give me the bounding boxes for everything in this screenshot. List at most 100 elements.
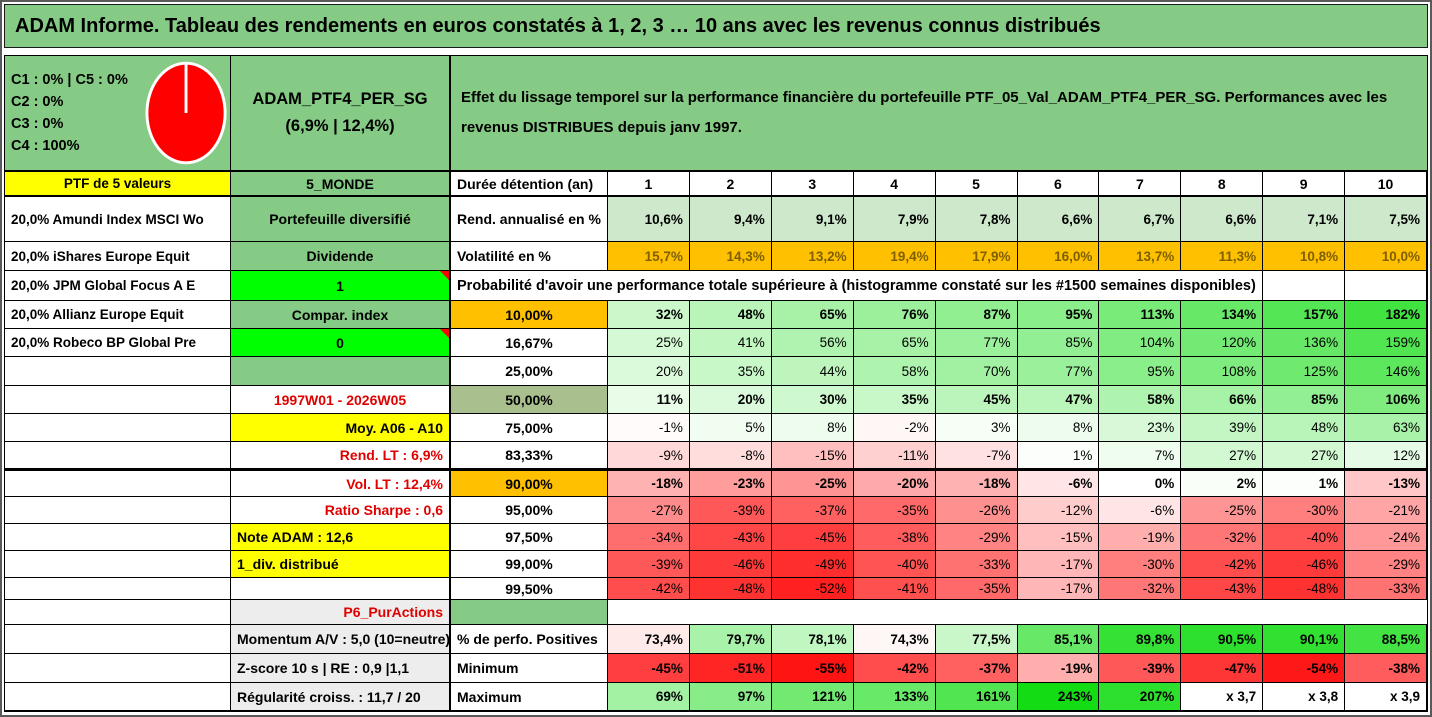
col-b-cell[interactable]: P6_PurActions: [231, 600, 451, 625]
duration-col-header[interactable]: 10: [1345, 172, 1427, 197]
data-cell[interactable]: 6,7%: [1099, 197, 1182, 242]
data-cell[interactable]: 48%: [689, 301, 772, 329]
data-cell[interactable]: -52%: [771, 578, 854, 600]
description-cell[interactable]: Effet du lissage temporel sur la perform…: [451, 56, 1427, 172]
data-cell[interactable]: 6,6%: [1181, 197, 1264, 242]
col-b-cell[interactable]: 0: [231, 329, 451, 357]
data-cell[interactable]: 5%: [689, 414, 772, 442]
data-cell[interactable]: 207%: [1099, 683, 1182, 711]
probability-header-cell[interactable]: Probabilité d'avoir une performance tota…: [451, 271, 1264, 301]
data-cell[interactable]: 136%: [1263, 329, 1346, 357]
data-cell[interactable]: -19%: [1099, 524, 1182, 551]
data-cell[interactable]: 23%: [1099, 414, 1182, 442]
row-header-cell[interactable]: 25,00%: [451, 357, 608, 386]
data-cell[interactable]: 7,1%: [1263, 197, 1346, 242]
portfolio-header-cell[interactable]: ADAM_PTF4_PER_SG (6,9% | 12,4%): [231, 56, 451, 172]
data-cell[interactable]: 66%: [1181, 386, 1264, 414]
data-cell[interactable]: 89,8%: [1099, 625, 1182, 654]
data-cell[interactable]: -49%: [771, 551, 854, 578]
data-cell[interactable]: -13%: [1345, 469, 1427, 497]
data-cell[interactable]: 85%: [1017, 329, 1100, 357]
data-cell[interactable]: 47%: [1017, 386, 1100, 414]
data-cell[interactable]: 133%: [853, 683, 936, 711]
data-cell[interactable]: 0%: [1099, 469, 1182, 497]
data-cell[interactable]: 159%: [1345, 329, 1427, 357]
data-cell[interactable]: 7,9%: [853, 197, 936, 242]
data-cell[interactable]: 104%: [1099, 329, 1182, 357]
duration-col-header[interactable]: 9: [1263, 172, 1346, 197]
data-cell[interactable]: 41%: [689, 329, 772, 357]
col-a-cell[interactable]: [5, 469, 231, 497]
data-cell[interactable]: -17%: [1017, 578, 1100, 600]
data-cell[interactable]: 27%: [1263, 442, 1346, 469]
data-cell[interactable]: 13,2%: [771, 242, 854, 271]
data-cell[interactable]: 87%: [935, 301, 1018, 329]
col-b-cell[interactable]: Rend. LT : 6,9%: [231, 442, 451, 469]
data-cell[interactable]: 63%: [1345, 414, 1427, 442]
row-header-cell[interactable]: 50,00%: [451, 386, 608, 414]
data-cell[interactable]: 243%: [1017, 683, 1100, 711]
col-a-cell[interactable]: [5, 442, 231, 469]
row-header-cell[interactable]: 75,00%: [451, 414, 608, 442]
data-cell[interactable]: 74,3%: [853, 625, 936, 654]
data-cell[interactable]: -47%: [1181, 654, 1264, 683]
row-header-cell[interactable]: Volatilité en %: [451, 242, 608, 271]
col-b-cell[interactable]: Z-score 10 s | RE : 0,9 |1,1: [231, 654, 451, 683]
duration-col-header[interactable]: 4: [853, 172, 936, 197]
duration-col-header[interactable]: 7: [1099, 172, 1182, 197]
col-b-cell[interactable]: Ratio Sharpe : 0,6: [231, 497, 451, 524]
data-cell[interactable]: 95%: [1017, 301, 1100, 329]
data-cell[interactable]: -40%: [853, 551, 936, 578]
data-cell[interactable]: 134%: [1181, 301, 1264, 329]
data-cell[interactable]: 77%: [1017, 357, 1100, 386]
data-cell[interactable]: -40%: [1263, 524, 1346, 551]
data-cell[interactable]: -23%: [689, 469, 772, 497]
data-cell[interactable]: 35%: [689, 357, 772, 386]
data-cell[interactable]: 73,4%: [608, 625, 690, 654]
row-header-cell[interactable]: Maximum: [451, 683, 608, 711]
data-cell[interactable]: x 3,7: [1181, 683, 1264, 711]
data-cell[interactable]: 157%: [1263, 301, 1346, 329]
data-cell[interactable]: -35%: [935, 578, 1018, 600]
data-cell[interactable]: -29%: [935, 524, 1018, 551]
data-cell[interactable]: 90,1%: [1263, 625, 1346, 654]
data-cell[interactable]: 13,7%: [1099, 242, 1182, 271]
col-b-cell[interactable]: Vol. LT : 12,4%: [231, 469, 451, 497]
data-cell[interactable]: 44%: [771, 357, 854, 386]
data-cell[interactable]: -25%: [771, 469, 854, 497]
col-a-cell[interactable]: [5, 357, 231, 386]
data-cell[interactable]: 78,1%: [771, 625, 854, 654]
row-header-cell[interactable]: Durée détention (an): [451, 172, 608, 197]
col-b-cell[interactable]: 1: [231, 271, 451, 301]
data-cell[interactable]: [1345, 271, 1427, 301]
col-b-cell[interactable]: Dividende: [231, 242, 451, 271]
data-cell[interactable]: 76%: [853, 301, 936, 329]
data-cell[interactable]: 30%: [771, 386, 854, 414]
col-b-cell[interactable]: Compar. index: [231, 301, 451, 329]
data-cell[interactable]: 69%: [608, 683, 690, 711]
data-cell[interactable]: -38%: [853, 524, 936, 551]
data-cell[interactable]: 35%: [853, 386, 936, 414]
col-a-cell[interactable]: PTF de 5 valeurs: [5, 172, 231, 197]
allocation-block[interactable]: C1 : 0% | C5 : 0% C2 : 0% C3 : 0% C4 : 1…: [5, 56, 231, 172]
duration-col-header[interactable]: 5: [935, 172, 1018, 197]
data-cell[interactable]: 79,7%: [689, 625, 772, 654]
data-cell[interactable]: -6%: [1099, 497, 1182, 524]
data-cell[interactable]: 10,8%: [1263, 242, 1346, 271]
data-cell[interactable]: -11%: [853, 442, 936, 469]
data-cell[interactable]: 58%: [1099, 386, 1182, 414]
data-cell[interactable]: 12%: [1345, 442, 1427, 469]
data-cell[interactable]: -18%: [935, 469, 1018, 497]
data-cell[interactable]: 39%: [1181, 414, 1264, 442]
data-cell[interactable]: 6,6%: [1017, 197, 1100, 242]
data-cell[interactable]: 106%: [1345, 386, 1427, 414]
row-header-cell[interactable]: 99,50%: [451, 578, 608, 600]
data-cell[interactable]: -1%: [608, 414, 690, 442]
data-cell[interactable]: 10,0%: [1345, 242, 1427, 271]
data-cell[interactable]: -30%: [1263, 497, 1346, 524]
data-cell[interactable]: [1263, 271, 1346, 301]
data-cell[interactable]: 182%: [1345, 301, 1427, 329]
data-cell[interactable]: -39%: [1099, 654, 1182, 683]
data-cell[interactable]: -20%: [853, 469, 936, 497]
data-cell[interactable]: 97%: [689, 683, 772, 711]
